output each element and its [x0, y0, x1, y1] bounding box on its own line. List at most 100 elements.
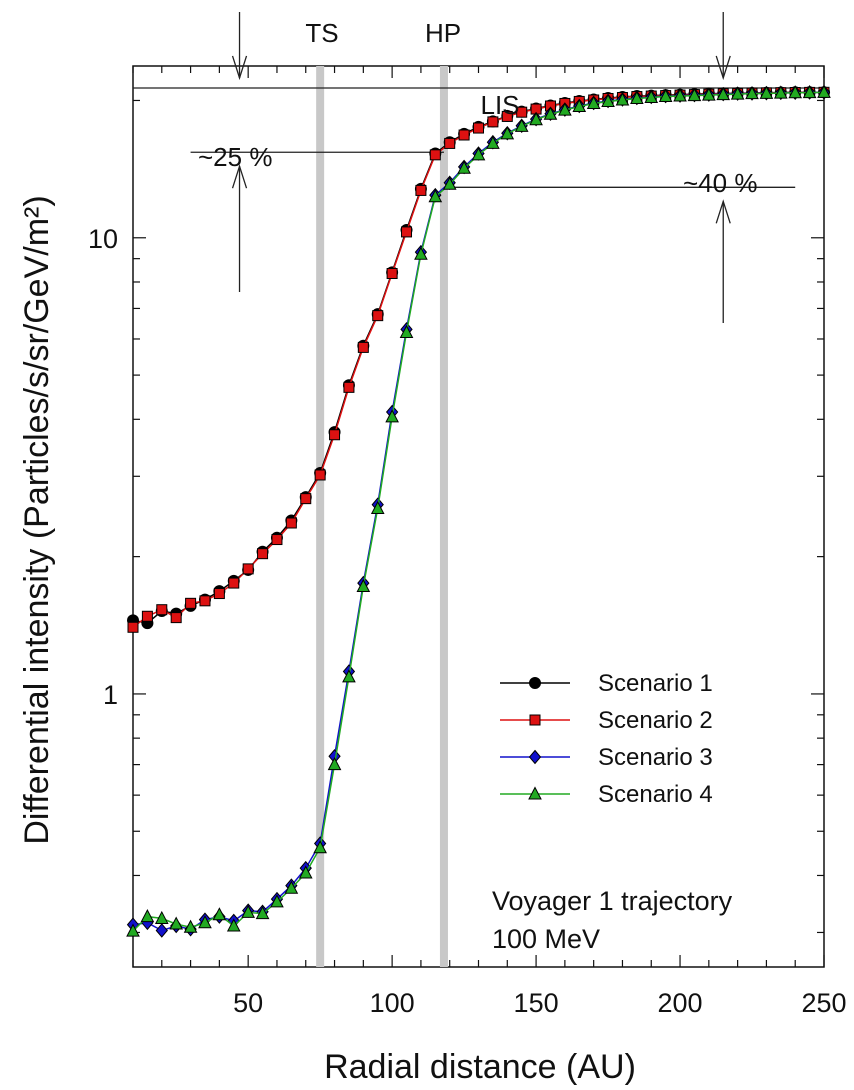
series-2-point: [170, 612, 182, 624]
x-tick-label: 50: [233, 988, 263, 1018]
series-4-point: [514, 118, 529, 132]
series-3-point: [155, 923, 168, 938]
series-4-point: [385, 409, 399, 423]
series-4-point: [500, 126, 515, 140]
series-4-point: [198, 915, 212, 929]
series-2-point: [343, 381, 355, 393]
series-2-point: [141, 610, 153, 622]
series-4-point: [817, 84, 831, 98]
series-2-point: [401, 226, 413, 238]
data-series: [126, 84, 831, 938]
x-tick-label: 250: [801, 988, 846, 1018]
series-4-point: [572, 98, 587, 112]
series-4-point: [370, 500, 385, 514]
x-axis-title: Radial distance (AU): [324, 1048, 636, 1086]
note-trajectory: Voyager 1 trajectory: [492, 886, 733, 916]
series-4-point: [169, 916, 184, 930]
series-2-point: [444, 137, 456, 149]
series-2-point: [213, 588, 225, 600]
series-4-point: [457, 160, 471, 174]
series-4-point: [428, 189, 443, 203]
series-2-point: [314, 469, 326, 481]
series-4-point: [183, 919, 198, 933]
series-4-point: [284, 880, 299, 894]
series-2-point: [329, 429, 341, 441]
series-4-point: [356, 578, 371, 593]
series-4-point: [673, 88, 687, 102]
series-4-point: [327, 757, 342, 771]
series-4-point: [126, 923, 140, 937]
series-2-point: [242, 563, 254, 575]
arrow-down-left-head: [231, 55, 248, 81]
y-axis-title: Differential intensity (Particles/s/sr/G…: [18, 195, 56, 844]
series-4-point: [399, 324, 414, 338]
x-tick-label: 150: [514, 988, 559, 1018]
plot-frame: [132, 65, 825, 968]
series-4-point: [702, 87, 716, 101]
lis-label: LIS: [480, 90, 519, 120]
pct-40-label: ~40 %: [683, 168, 757, 198]
series-2-point: [357, 341, 369, 353]
series-4-point: [342, 669, 356, 683]
series-3: [126, 85, 831, 938]
legend-marker-4: [528, 786, 542, 800]
series-2-point: [257, 548, 269, 560]
series-4-point: [313, 840, 327, 854]
series-4-point: [601, 93, 615, 107]
series-2-point: [228, 577, 240, 589]
arrow-up-left-head: [231, 164, 248, 189]
series-4-point: [270, 894, 284, 908]
series-3-line: [132, 91, 825, 932]
series-4-point: [529, 112, 543, 126]
series-4-point: [140, 909, 155, 923]
series-2-point: [372, 310, 384, 322]
axes: 50 100 150 200 250 1 10: [88, 65, 847, 1018]
series-2-point: [487, 116, 499, 128]
legend-marker-2: [529, 714, 541, 726]
series-2-point: [473, 122, 484, 134]
legend-marker-1: [529, 677, 541, 689]
series-2-point: [429, 149, 441, 161]
series-4-point: [543, 106, 558, 120]
series-4-point: [630, 90, 644, 104]
legend-label-4: Scenario 4: [598, 781, 713, 808]
series-4-point: [644, 89, 659, 104]
arrow-up-right-head: [715, 199, 731, 224]
series-2-point: [185, 597, 197, 609]
series-2-point: [516, 106, 528, 118]
series-4: [126, 84, 831, 937]
series-2-point: [285, 517, 297, 529]
legend-marker-3: [528, 749, 542, 765]
y-tick-label: 1: [103, 680, 118, 710]
series-4-point: [298, 865, 313, 879]
series-4-point: [687, 87, 702, 102]
x-tick-label: 200: [658, 988, 703, 1018]
series-2-point: [501, 110, 513, 122]
hp-label: HP: [425, 18, 461, 48]
series-2-point: [199, 595, 211, 607]
series-4-line: [132, 91, 825, 932]
pct-25-label: ~25 %: [198, 142, 272, 172]
series-4-point: [716, 87, 731, 101]
series-2-point: [300, 493, 312, 505]
note-energy: 100 MeV: [492, 924, 600, 954]
series-4-point: [241, 904, 255, 918]
series-2-point: [386, 268, 398, 280]
legend-label-1: Scenario 1: [598, 670, 713, 697]
series-4-point: [773, 85, 788, 99]
legend: Scenario 1 Scenario 2 Scenario 3 Scenario 4: [500, 670, 713, 808]
series-4-point: [788, 85, 803, 99]
series-4-point: [658, 88, 673, 103]
ts-label: TS: [305, 18, 338, 48]
series-4-point: [471, 147, 486, 161]
legend-label-3: Scenario 3: [598, 744, 713, 771]
series-4-point: [558, 102, 572, 116]
series-4-point: [802, 85, 817, 99]
series-2-point: [127, 621, 139, 633]
y-tick-label: 10: [88, 224, 118, 254]
series-4-point: [255, 905, 270, 920]
series-4-point: [759, 85, 774, 99]
series-4-point: [486, 135, 500, 149]
series-2-point: [271, 534, 283, 546]
